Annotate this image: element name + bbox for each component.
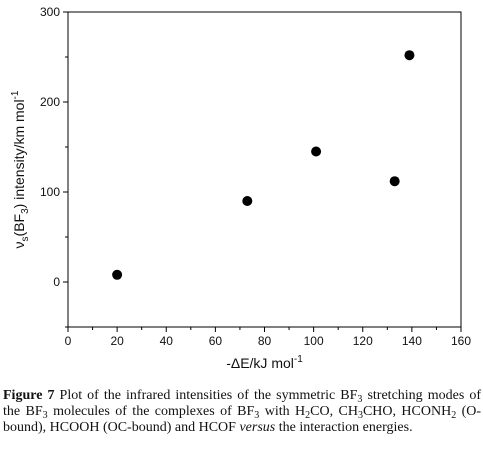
axis-ticks: 0 20 40 60 80 100 120 140 160 0 100 200 300 xyxy=(40,5,471,348)
x-tick-label: 0 xyxy=(65,334,72,348)
data-point xyxy=(311,146,322,157)
plot-frame xyxy=(67,11,462,328)
x-tick-label: 40 xyxy=(160,334,174,348)
data-point xyxy=(404,50,415,61)
data-point xyxy=(389,176,400,187)
data-point xyxy=(112,269,123,280)
y-tick-label: 100 xyxy=(40,185,60,199)
x-tick-label: 160 xyxy=(451,334,471,348)
x-axis-label: -ΔE/kJ mol-1 xyxy=(226,354,303,371)
y-tick-label: 300 xyxy=(40,5,60,19)
figure-caption: Figure 7 Plot of the infrared intensitie… xyxy=(3,388,482,435)
y-axis-label: νs(BF3) intensity/km mol-1 xyxy=(10,90,31,248)
y-tick-label: 200 xyxy=(40,95,60,109)
x-tick-label: 140 xyxy=(402,334,422,348)
data-points xyxy=(112,50,415,280)
scatter-chart: 0 20 40 60 80 100 120 140 160 0 100 200 300 -ΔE/kJ m… xyxy=(10,5,471,371)
data-point xyxy=(242,196,253,206)
x-tick-label: 100 xyxy=(304,334,324,348)
x-tick-label: 120 xyxy=(353,334,373,348)
y-tick-label: 0 xyxy=(53,275,60,289)
figure-label: Figure 7 xyxy=(3,388,55,403)
x-tick-label: 20 xyxy=(110,334,124,348)
x-tick-label: 80 xyxy=(258,334,272,348)
x-tick-label: 60 xyxy=(209,334,223,348)
